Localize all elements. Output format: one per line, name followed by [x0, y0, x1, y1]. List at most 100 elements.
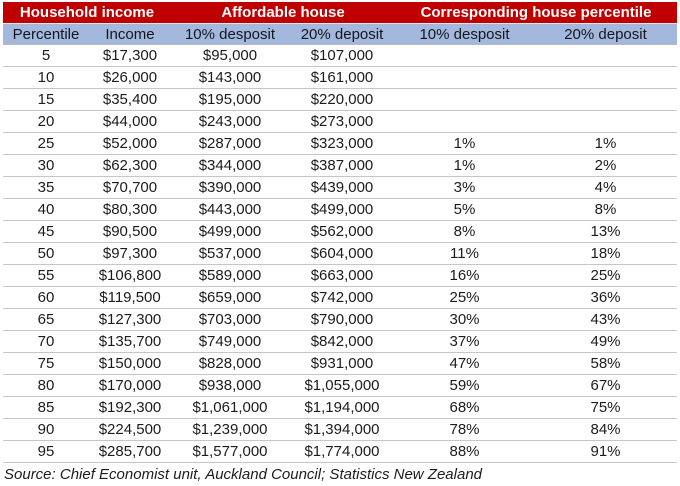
table-cell: $52,000: [89, 132, 171, 155]
column-header-10pct-deposit-house: 10% desposit: [171, 23, 289, 45]
table-cell: $842,000: [289, 330, 395, 353]
table-cell: $499,000: [289, 198, 395, 221]
table-cell: $90,500: [89, 220, 171, 243]
column-header-income: Income: [89, 23, 171, 45]
table-header: Household income Affordable house Corres…: [3, 2, 677, 45]
table-row: 40 $80,300 $443,000 $499,000 5% 8%: [3, 198, 677, 221]
table-cell: $192,300: [89, 396, 171, 419]
table-cell: $938,000: [171, 374, 289, 397]
table-cell: $390,000: [171, 176, 289, 199]
source-note: Source: Chief Economist unit, Auckland C…: [4, 466, 483, 483]
column-header-20pct-deposit-house: 20% deposit: [289, 23, 395, 45]
table-cell: $931,000: [289, 352, 395, 375]
column-header-20pct-deposit-percentile: 20% deposit: [534, 23, 677, 45]
table-cell: 15: [3, 88, 89, 111]
table-cell: $127,300: [89, 308, 171, 331]
table-cell: $243,000: [171, 110, 289, 133]
table-cell: 60: [3, 286, 89, 309]
table-cell: 18%: [534, 242, 677, 265]
table-cell: 16%: [395, 264, 534, 287]
table-cell: [395, 66, 534, 89]
table-cell: $1,577,000: [171, 440, 289, 463]
table-cell: 1%: [395, 132, 534, 155]
table-cell: $589,000: [171, 264, 289, 287]
table-cell: $70,700: [89, 176, 171, 199]
table-cell: $790,000: [289, 308, 395, 331]
table-cell: $1,194,000: [289, 396, 395, 419]
table-cell: $135,700: [89, 330, 171, 353]
table-cell: 5%: [395, 198, 534, 221]
table-cell: 68%: [395, 396, 534, 419]
table-cell: 43%: [534, 308, 677, 331]
table-cell: 95: [3, 440, 89, 463]
table-cell: $273,000: [289, 110, 395, 133]
table-cell: $143,000: [171, 66, 289, 89]
table-cell: $220,000: [289, 88, 395, 111]
table-row: 95 $285,700 $1,577,000 $1,774,000 88% 91%: [3, 440, 677, 463]
table-cell: 58%: [534, 352, 677, 375]
table-cell: $107,000: [289, 44, 395, 67]
table-cell: $659,000: [171, 286, 289, 309]
table-cell: $604,000: [289, 242, 395, 265]
group-header-corresponding-house-percentile: Corresponding house percentile: [395, 2, 677, 24]
table-cell: 65: [3, 308, 89, 331]
table-cell: 20: [3, 110, 89, 133]
table-cell: 49%: [534, 330, 677, 353]
table-cell: $828,000: [171, 352, 289, 375]
table-cell: $170,000: [89, 374, 171, 397]
table-cell: 75: [3, 352, 89, 375]
table-cell: 30%: [395, 308, 534, 331]
table-cell: 4%: [534, 176, 677, 199]
table-cell: 30: [3, 154, 89, 177]
table-cell: $562,000: [289, 220, 395, 243]
group-header-row: Household income Affordable house Corres…: [3, 2, 677, 24]
table-cell: 45: [3, 220, 89, 243]
group-header-household-income: Household income: [3, 2, 171, 24]
table-cell: 88%: [395, 440, 534, 463]
table-row: 75 $150,000 $828,000 $931,000 47% 58%: [3, 352, 677, 375]
table-row: 30 $62,300 $344,000 $387,000 1% 2%: [3, 154, 677, 177]
table-cell: $742,000: [289, 286, 395, 309]
table-cell: $439,000: [289, 176, 395, 199]
table-row: 35 $70,700 $390,000 $439,000 3% 4%: [3, 176, 677, 199]
table-cell: $1,394,000: [289, 418, 395, 441]
table-row: 20 $44,000 $243,000 $273,000: [3, 110, 677, 133]
table-cell: 91%: [534, 440, 677, 463]
table-cell: 25%: [395, 286, 534, 309]
table-cell: $195,000: [171, 88, 289, 111]
table-cell: $161,000: [289, 66, 395, 89]
table-cell: $344,000: [171, 154, 289, 177]
table-row: 85 $192,300 $1,061,000 $1,194,000 68% 75%: [3, 396, 677, 419]
table-cell: $1,061,000: [171, 396, 289, 419]
table-cell: $499,000: [171, 220, 289, 243]
table-cell: $749,000: [171, 330, 289, 353]
table-cell: 37%: [395, 330, 534, 353]
table-cell: $703,000: [171, 308, 289, 331]
table-cell: 8%: [395, 220, 534, 243]
table-cell: $443,000: [171, 198, 289, 221]
table-cell: 84%: [534, 418, 677, 441]
table-cell: 10: [3, 66, 89, 89]
table-cell: $387,000: [289, 154, 395, 177]
table-cell: [534, 66, 677, 89]
column-header-10pct-deposit-percentile: 10% desposit: [395, 23, 534, 45]
table-body: 5 $17,300 $95,000 $107,000 10 $26,000 $143,000…: [3, 44, 677, 463]
table-cell: $663,000: [289, 264, 395, 287]
table-cell: 35: [3, 176, 89, 199]
table-cell: 55: [3, 264, 89, 287]
table-row: 80 $170,000 $938,000 $1,055,000 59% 67%: [3, 374, 677, 397]
table-cell: $537,000: [171, 242, 289, 265]
table-cell: $224,500: [89, 418, 171, 441]
table-cell: [534, 44, 677, 67]
table-cell: 8%: [534, 198, 677, 221]
table-cell: $119,500: [89, 286, 171, 309]
table-cell: $44,000: [89, 110, 171, 133]
table-cell: $150,000: [89, 352, 171, 375]
table-cell: [534, 110, 677, 133]
table-cell: $35,400: [89, 88, 171, 111]
table-cell: [395, 88, 534, 111]
table-row: 60 $119,500 $659,000 $742,000 25% 36%: [3, 286, 677, 309]
table-cell: 85: [3, 396, 89, 419]
housing-affordability-table: Household income Affordable house Corres…: [3, 2, 677, 463]
table-cell: $1,055,000: [289, 374, 395, 397]
